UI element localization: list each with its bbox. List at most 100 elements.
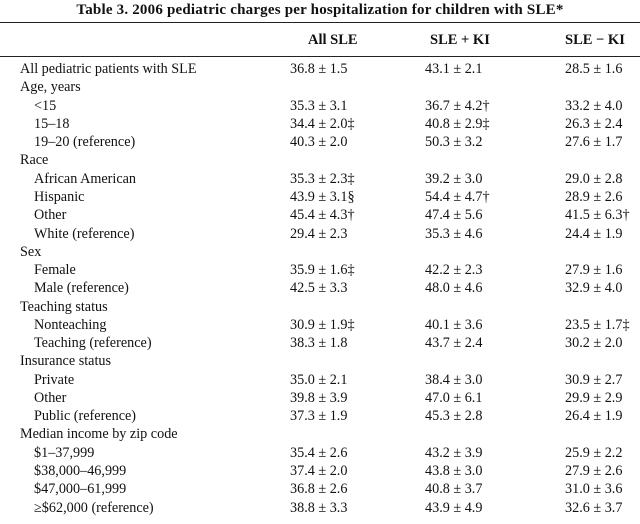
cell-value: 39.2 ± 3.0: [425, 170, 483, 187]
row-label: Female: [34, 262, 76, 279]
row-label: <15: [34, 97, 57, 114]
cell-value: 43.2 ± 3.9: [425, 444, 483, 461]
table-section-row: Sex: [0, 243, 640, 261]
cell-value: 28.9 ± 2.6: [565, 188, 623, 205]
cell-value: [290, 425, 425, 443]
row-label: Median income by zip code: [20, 426, 178, 443]
table-row: ≥$62,000 (reference) 38.8 ± 3.3 43.9 ± 4.9…: [0, 498, 640, 516]
row-label: Teaching (reference): [34, 335, 152, 352]
cell-value: 48.0 ± 4.6: [425, 280, 483, 297]
cell-value: 35.3 ± 3.1: [290, 97, 348, 114]
cell-value: 36.8 ± 2.6: [290, 481, 348, 498]
column-header: All SLE: [308, 32, 358, 48]
cell-value: 29.4 ± 2.3: [290, 225, 348, 242]
table-row: Male (reference) 42.5 ± 3.3 48.0 ± 4.6 32.9…: [0, 279, 640, 297]
cell-value: 38.8 ± 3.3: [290, 499, 348, 516]
row-label: Male (reference): [34, 280, 129, 297]
cell-value: [425, 243, 565, 261]
column-header: SLE − KI: [565, 32, 625, 48]
cell-value: 43.9 ± 3.1§: [290, 188, 355, 205]
cell-value: 47.0 ± 6.1: [425, 389, 483, 406]
row-label: African American: [34, 170, 137, 187]
cell-value: 35.4 ± 2.6: [290, 444, 348, 461]
cell-value: 32.6 ± 3.7: [565, 499, 623, 516]
row-label: $1–37,999: [34, 444, 95, 461]
cell-value: 23.5 ± 1.7‡: [565, 316, 630, 333]
header-row: All SLE SLE + KI SLE − KI: [0, 27, 640, 54]
cell-value: [290, 352, 425, 370]
cell-value: 42.5 ± 3.3: [290, 280, 348, 297]
cell-value: 47.4 ± 5.6: [425, 207, 483, 224]
table-row: Female 35.9 ± 1.6‡ 42.2 ± 2.3 27.9 ± 1.6: [0, 261, 640, 279]
cell-value: 40.1 ± 3.6: [425, 316, 483, 333]
table-section-row: Insurance status: [0, 352, 640, 370]
cell-value: 42.2 ± 2.3: [425, 262, 483, 279]
cell-value: [425, 151, 565, 169]
table-title: Table 3. 2006 pediatric charges per hosp…: [76, 2, 564, 18]
cell-value: 27.6 ± 1.7: [565, 134, 623, 151]
table-row: Other 39.8 ± 3.9 47.0 ± 6.1 29.9 ± 2.9: [0, 389, 640, 407]
row-label: Public (reference): [34, 408, 137, 425]
table-section-row: All pediatric patients with SLE 36.8 ± 1.…: [0, 60, 640, 78]
row-label: Private: [34, 371, 75, 388]
table-section-row: Race: [0, 151, 640, 169]
cell-value: 30.9 ± 2.7: [565, 371, 623, 388]
row-label: Teaching status: [20, 298, 108, 315]
table-section-row: Age, years: [0, 78, 640, 96]
table-row: 19–20 (reference) 40.3 ± 2.0 50.3 ± 3.2 27.…: [0, 133, 640, 151]
column-header: [0, 27, 290, 54]
table-row: 15–18 34.4 ± 2.0‡ 40.8 ± 2.9‡ 26.3 ± 2.4: [0, 115, 640, 133]
cell-value: [425, 352, 565, 370]
cell-value: 35.3 ± 2.3‡: [290, 170, 355, 187]
top-rule: [0, 22, 640, 23]
table-body: All pediatric patients with SLE 36.8 ± 1.…: [0, 54, 640, 517]
cell-value: [565, 297, 640, 315]
table-row: $47,000–61,999 36.8 ± 2.6 40.8 ± 3.7 31.0 ±…: [0, 480, 640, 498]
row-label: Other: [34, 389, 67, 406]
cell-value: [425, 297, 565, 315]
cell-value: [290, 78, 425, 96]
cell-value: 28.5 ± 1.6: [565, 61, 623, 78]
cell-value: [565, 352, 640, 370]
row-label: Other: [34, 207, 67, 224]
column-header: SLE + KI: [430, 32, 490, 48]
header-rule: [0, 56, 640, 57]
cell-value: 29.9 ± 2.9: [565, 389, 623, 406]
cell-value: [425, 425, 565, 443]
cell-value: 32.9 ± 4.0: [565, 280, 623, 297]
table-row: Teaching (reference) 38.3 ± 1.8 43.7 ± 2.4…: [0, 334, 640, 352]
cell-value: [290, 297, 425, 315]
row-label: Insurance status: [20, 353, 112, 370]
table-row: <15 35.3 ± 3.1 36.7 ± 4.2† 33.2 ± 4.0: [0, 97, 640, 115]
cell-value: [290, 151, 425, 169]
cell-value: 50.3 ± 3.2: [425, 134, 483, 151]
cell-value: 43.1 ± 2.1: [425, 61, 483, 78]
table-section-row: Median income by zip code: [0, 425, 640, 443]
cell-value: [425, 78, 565, 96]
row-label: Age, years: [20, 79, 81, 96]
cell-value: 54.4 ± 4.7†: [425, 188, 490, 205]
table-row: Hispanic 43.9 ± 3.1§ 54.4 ± 4.7† 28.9 ± 2.6: [0, 188, 640, 206]
cell-value: 36.8 ± 1.5: [290, 61, 348, 78]
cell-value: 34.4 ± 2.0‡: [290, 115, 355, 132]
cell-value: 30.2 ± 2.0: [565, 335, 623, 352]
cell-value: 40.3 ± 2.0: [290, 134, 348, 151]
cell-value: 43.7 ± 2.4: [425, 335, 483, 352]
cell-value: 27.9 ± 1.6: [565, 262, 623, 279]
cell-value: 41.5 ± 6.3†: [565, 207, 630, 224]
cell-value: [565, 425, 640, 443]
row-label: Nonteaching: [34, 316, 107, 333]
cell-value: 31.0 ± 3.6: [565, 481, 623, 498]
cell-value: 35.3 ± 4.6: [425, 225, 483, 242]
cell-value: 37.3 ± 1.9: [290, 408, 348, 425]
cell-value: 38.4 ± 3.0: [425, 371, 483, 388]
cell-value: [565, 243, 640, 261]
row-label: $38,000–46,999: [34, 462, 127, 479]
table-row: $38,000–46,999 37.4 ± 2.0 43.8 ± 3.0 27.9 ±…: [0, 462, 640, 480]
cell-value: 38.3 ± 1.8: [290, 335, 348, 352]
row-label: 15–18: [34, 115, 70, 132]
table-row: $1–37,999 35.4 ± 2.6 43.2 ± 3.9 25.9 ± 2.2: [0, 444, 640, 462]
table-row: Other 45.4 ± 4.3† 47.4 ± 5.6 41.5 ± 6.3†: [0, 206, 640, 224]
cell-value: 33.2 ± 4.0: [565, 97, 623, 114]
cell-value: [290, 243, 425, 261]
